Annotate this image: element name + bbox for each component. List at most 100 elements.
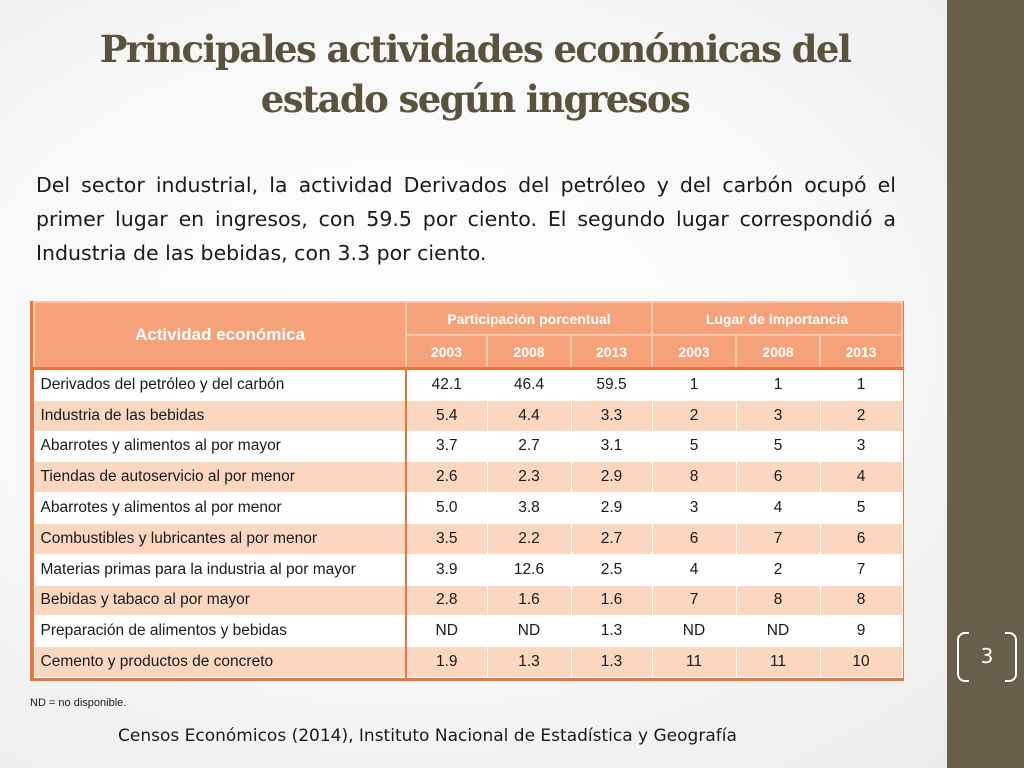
header-year: 2003: [405, 334, 488, 370]
cell-value: 1: [735, 368, 821, 401]
slide-number: 3: [980, 644, 994, 668]
cell-value: 5.4: [405, 399, 488, 432]
table-row: Combustibles y lubricantes al por menor 3…: [33, 522, 903, 555]
table-row: Bebidas y tabaco al por mayor 2.8 1.6 1.6 7 8…: [33, 584, 903, 617]
cell-activity-name: Combustibles y lubricantes al por menor: [33, 522, 407, 555]
cell-value: 9: [819, 615, 903, 648]
cell-value: 1.6: [570, 584, 653, 617]
cell-value: 5.0: [405, 492, 488, 524]
header-year: 2013: [818, 334, 904, 370]
cell-value: 8: [735, 584, 821, 617]
cell-value: 2.9: [570, 461, 653, 494]
table-row: Cemento y productos de concreto 1.9 1.3 1.3…: [33, 646, 903, 678]
table-row: Abarrotes y alimentos al por menor 5.0 3.8…: [33, 492, 903, 524]
cell-value: 7: [819, 553, 903, 586]
cell-value: 5: [651, 430, 737, 463]
cell-value: 6: [651, 522, 737, 555]
cell-activity-name: Abarrotes y alimentos al por menor: [33, 492, 407, 524]
slide-title: Principales actividades económicas del e…: [40, 24, 910, 124]
cell-value: ND: [405, 615, 488, 648]
cell-value: 5: [819, 492, 903, 524]
cell-value: 12.6: [486, 553, 572, 586]
title-line-1: Principales actividades económicas del: [99, 27, 852, 71]
cell-value: 3.9: [405, 553, 488, 586]
cell-value: 2.9: [570, 492, 653, 524]
cell-value: 2.5: [570, 553, 653, 586]
table-row: Preparación de alimentos y bebidas ND ND 1.…: [33, 615, 903, 648]
cell-value: 2.6: [405, 461, 488, 494]
table-row: Derivados del petróleo y del carbón 42.1 4…: [33, 368, 903, 401]
header-year: 2008: [735, 334, 821, 370]
cell-activity-name: Cemento y productos de concreto: [33, 646, 407, 678]
cell-value: 46.4: [486, 368, 572, 401]
cell-value: 5: [735, 430, 821, 463]
header-year: 2013: [570, 334, 653, 370]
table-row: Materias primas para la industria al por…: [33, 553, 903, 586]
cell-value: 1.3: [486, 646, 572, 678]
cell-value: 3.1: [570, 430, 653, 463]
cell-value: 1.3: [570, 615, 653, 648]
cell-value: 42.1: [405, 368, 488, 401]
cell-value: 2.2: [486, 522, 572, 555]
cell-value: 2.7: [486, 430, 572, 463]
header-activity: Actividad económica: [33, 301, 407, 370]
cell-value: 2.7: [570, 522, 653, 555]
cell-value: ND: [735, 615, 821, 648]
source-citation: Censos Económicos (2014), Instituto Naci…: [118, 726, 737, 746]
cell-activity-name: Derivados del petróleo y del carbón: [33, 368, 407, 401]
intro-paragraph: Del sector industrial, la actividad Deri…: [36, 173, 896, 265]
right-sidebar: [947, 0, 1024, 768]
table-row: Tiendas de autoservicio al por menor 2.6 2…: [33, 461, 903, 494]
cell-value: 7: [735, 522, 821, 555]
cell-value: 8: [819, 584, 903, 617]
cell-value: 4: [819, 461, 903, 494]
cell-value: 10: [819, 646, 903, 678]
cell-value: 1.6: [486, 584, 572, 617]
cell-value: 2: [651, 399, 737, 432]
activities-table-container: Actividad económica Participación porcen…: [30, 301, 904, 681]
cell-value: 2: [735, 553, 821, 586]
cell-value: 4: [735, 492, 821, 524]
cell-value: 11: [735, 646, 821, 678]
cell-activity-name: Industria de las bebidas: [33, 399, 407, 432]
right-bracket-icon: [1005, 632, 1017, 682]
cell-value: 6: [735, 461, 821, 494]
cell-value: 3.3: [570, 399, 653, 432]
header-participation: Participación porcentual: [405, 301, 653, 336]
cell-value: 2.8: [405, 584, 488, 617]
cell-value: 3.7: [405, 430, 488, 463]
cell-value: 3.8: [486, 492, 572, 524]
cell-value: 3: [651, 492, 737, 524]
cell-value: 11: [651, 646, 737, 678]
cell-value: 6: [819, 522, 903, 555]
header-row-years: 2003 2008 2013 2003 2008 2013: [34, 334, 904, 370]
cell-value: 8: [651, 461, 737, 494]
cell-activity-name: Tiendas de autoservicio al por menor: [33, 461, 407, 494]
cell-value: 1.9: [405, 646, 488, 678]
cell-value: 1: [819, 368, 903, 401]
footnote: ND = no disponible.: [30, 697, 127, 709]
title-line-2: estado según ingresos: [260, 77, 691, 121]
cell-value: 1.3: [570, 646, 653, 678]
cell-value: 4: [651, 553, 737, 586]
cell-value: 1: [651, 368, 737, 401]
cell-activity-name: Bebidas y tabaco al por mayor: [33, 584, 407, 617]
cell-activity-name: Materias primas para la industria al por…: [33, 553, 407, 586]
cell-value: 7: [651, 584, 737, 617]
cell-value: 59.5: [570, 368, 653, 401]
cell-value: 2.3: [486, 461, 572, 494]
header-rank: Lugar de importancia: [650, 301, 904, 336]
table-body: Derivados del petróleo y del carbón 42.1 4…: [33, 368, 903, 678]
header-row-groups: Actividad económica Participación porcen…: [33, 301, 904, 370]
cell-value: ND: [651, 615, 737, 648]
table-row: Abarrotes y alimentos al por mayor 3.7 2.7…: [33, 430, 903, 463]
slide-number-badge: 3: [957, 632, 1017, 682]
cell-value: 3.5: [405, 522, 488, 555]
cell-activity-name: Abarrotes y alimentos al por mayor: [33, 430, 407, 463]
cell-value: 3: [735, 399, 821, 432]
cell-value: 3: [819, 430, 903, 463]
table-row: Industria de las bebidas 5.4 4.4 3.3 2 3 2: [33, 399, 903, 432]
activities-table: Actividad económica Participación porcen…: [33, 301, 904, 678]
cell-value: 2: [819, 399, 903, 432]
left-bracket-icon: [957, 632, 969, 682]
